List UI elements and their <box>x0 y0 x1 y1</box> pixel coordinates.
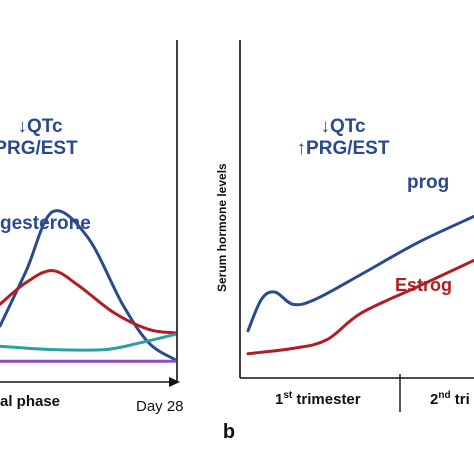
panel-b-series-estrogen-line <box>246 258 474 356</box>
panel-a-annotation-qtc: ↓QTc <box>17 116 62 137</box>
panel-a-plot <box>0 209 177 363</box>
panel-a-annotation-prg-est: PRG/EST <box>0 138 78 159</box>
panel-b-label: b <box>223 421 235 443</box>
panel-b-annotation-prg-est: ↑PRG/EST <box>297 138 390 159</box>
panel-b-trimester-2: 2nd tri <box>430 390 470 408</box>
panel-a-x-end-label: Day 28 <box>136 398 184 415</box>
panel-a-x-axis-arrow <box>169 377 180 387</box>
panel-a-series-label-progesterone: gesterone <box>0 213 91 234</box>
panel-b-series-label-progesterone: prog <box>407 172 449 193</box>
panel-b-trimester-1: 1st trimester <box>275 390 361 408</box>
panel-a-series-estrogen-line <box>0 269 177 335</box>
panel-a-series-progesterone-line <box>0 209 177 362</box>
panel-b-plot <box>246 214 474 356</box>
panel-a-x-phase-label: al phase <box>0 393 60 410</box>
panel-a-series-lh-line <box>0 332 177 352</box>
panel-b-annotation-qtc: ↓QTc <box>320 116 365 137</box>
panel-b-ylabel: Serum hormone levels <box>215 163 229 292</box>
panel-b-series-progesterone-line <box>246 214 474 333</box>
panel-b-series-label-estrogen: Estrog <box>395 275 452 295</box>
